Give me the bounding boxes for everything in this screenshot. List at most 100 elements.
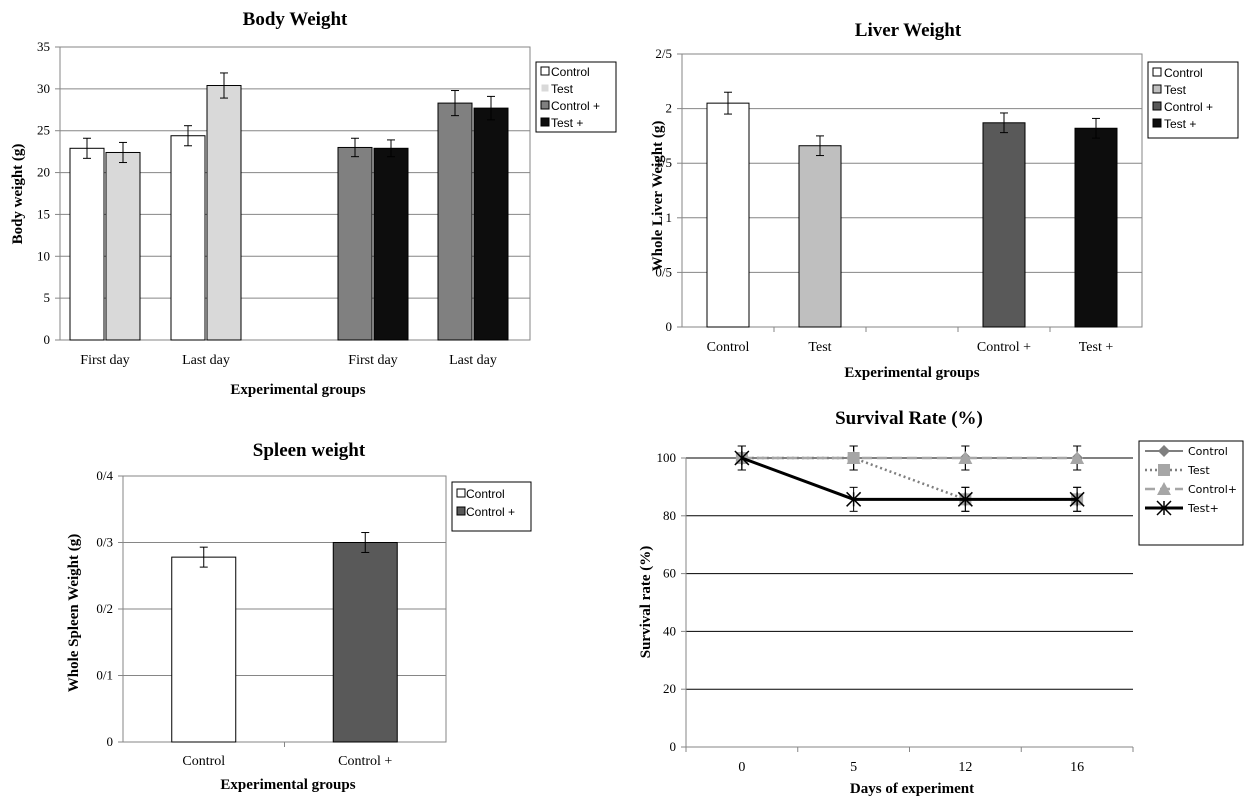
- liver-weight-legend-box: [1147, 61, 1239, 139]
- liver-weight-y-tick-label: 2: [666, 101, 673, 116]
- body-weight-y-tick-label: 20: [37, 165, 50, 180]
- liver-weight-y-tick-label: 1/5: [655, 155, 672, 170]
- body-weight-y-tick-label: 0: [44, 332, 51, 347]
- liver-weight-plot-frame: [681, 53, 1143, 328]
- liver-weight-legend-swatch: [1152, 101, 1162, 111]
- liver-weight-title: Liver Weight: [855, 20, 962, 41]
- liver-weight-y-tick-label: 0/5: [655, 264, 672, 279]
- survival-rate-y-tick-label: 80: [663, 508, 676, 523]
- liver-weight-legend-swatch: [1152, 67, 1162, 77]
- body-weight-y-tick-label: 25: [37, 123, 50, 138]
- body-weight-x-axis-label: Experimental groups: [230, 382, 365, 398]
- body-weight-x-tick-label: Last day: [449, 353, 497, 368]
- survival-rate-y-tick-label: 60: [663, 566, 676, 581]
- liver-weight-legend-label: Test: [1164, 83, 1187, 97]
- liver-weight-x-tick-label: Test: [808, 340, 831, 355]
- body-weight-y-tick-label: 10: [37, 248, 50, 263]
- body-weight-y-tick-label: 30: [37, 81, 50, 96]
- liver-weight-bar: [706, 102, 750, 328]
- spleen-weight-bar: [171, 556, 237, 743]
- body-weight-legend-label: Control +: [551, 99, 600, 113]
- spleen-weight-y-tick-label: 0/4: [96, 468, 113, 483]
- body-weight-bar: [206, 85, 242, 341]
- survival-rate-y-tick-label: 100: [657, 450, 677, 465]
- body-weight-x-tick-label: First day: [80, 353, 129, 368]
- survival-rate-legend-label: Test: [1187, 464, 1210, 477]
- survival-rate-y-tick-label: 40: [663, 623, 676, 638]
- spleen-weight-legend-swatch: [456, 506, 466, 516]
- liver-weight-x-tick-label: Control +: [977, 340, 1031, 355]
- body-weight-y-axis-label: Body weight (g): [10, 144, 26, 245]
- spleen-weight-x-tick-label: Control: [182, 754, 225, 769]
- spleen-weight-y-tick-label: 0/1: [96, 668, 113, 683]
- spleen-weight-y-axis-label: Whole Spleen Weight (g): [66, 534, 82, 692]
- survival-rate-legend-label: Control: [1188, 445, 1228, 458]
- body-weight-bar: [437, 102, 473, 341]
- body-weight-y-tick-label: 5: [44, 290, 51, 305]
- spleen-weight-legend-label: Control +: [466, 505, 515, 519]
- body-weight-y-tick-label: 15: [37, 206, 50, 221]
- survival-rate-legend-label: Control+: [1188, 483, 1237, 496]
- body-weight-bar: [373, 147, 409, 341]
- survival-rate-title: Survival Rate (%): [835, 408, 983, 429]
- body-weight-title: Body Weight: [243, 9, 348, 30]
- liver-weight-y-tick-label: 2/5: [655, 46, 672, 61]
- spleen-weight-legend-swatch: [456, 488, 466, 498]
- body-weight-bar: [69, 147, 105, 341]
- survival-rate-y-tick-label: 0: [670, 739, 677, 754]
- liver-weight-bar: [798, 145, 842, 328]
- survival-rate-legend-marker: [1158, 464, 1170, 476]
- liver-weight-legend-swatch: [1152, 84, 1162, 94]
- survival-rate-legend-marker: [1157, 482, 1171, 495]
- body-weight-legend-swatch: [540, 66, 550, 76]
- liver-weight-x-axis-label: Experimental groups: [844, 365, 979, 381]
- survival-rate-x-tick-label: 0: [738, 760, 745, 775]
- liver-weight-y-tick-label: 1: [666, 210, 673, 225]
- body-weight-legend-swatch: [540, 100, 550, 110]
- spleen-weight-y-tick-label: 0: [107, 734, 114, 749]
- survival-rate-legend-marker: [1158, 445, 1170, 457]
- spleen-weight-x-axis-label: Experimental groups: [220, 777, 355, 793]
- spleen-weight-title: Spleen weight: [253, 440, 366, 461]
- body-weight-bar: [105, 151, 141, 341]
- survival-rate-y-tick-label: 20: [663, 681, 676, 696]
- liver-weight-legend-label: Control +: [1164, 100, 1213, 114]
- body-weight-legend-swatch: [540, 117, 550, 127]
- survival-rate-x-tick-label: 16: [1070, 760, 1084, 775]
- spleen-weight-y-tick-label: 0/3: [96, 535, 113, 550]
- survival-rate-point: [846, 451, 861, 464]
- spleen-weight-y-tick-label: 0/2: [96, 601, 113, 616]
- body-weight-bar: [170, 135, 206, 341]
- liver-weight-bar: [982, 122, 1026, 328]
- survival-rate-x-axis-label: Days of experiment: [850, 781, 974, 797]
- spleen-weight-legend-label: Control: [466, 487, 505, 501]
- liver-weight-x-tick-label: Control: [707, 340, 750, 355]
- body-weight-bar: [473, 107, 509, 341]
- survival-rate-x-tick-label: 5: [850, 760, 857, 775]
- survival-rate-point: [1070, 451, 1085, 464]
- spleen-weight-x-tick-label: Control +: [338, 754, 392, 769]
- liver-weight-legend-label: Test +: [1164, 117, 1196, 131]
- body-weight-legend-label: Control: [551, 65, 590, 79]
- body-weight-legend-swatch: [540, 83, 550, 93]
- liver-weight-legend-swatch: [1152, 118, 1162, 128]
- liver-weight-x-tick-label: Test +: [1079, 340, 1114, 355]
- body-weight-y-tick-label: 35: [37, 39, 50, 54]
- liver-weight-legend-label: Control: [1164, 66, 1203, 80]
- liver-weight-bar: [1074, 127, 1118, 328]
- body-weight-x-tick-label: Last day: [182, 353, 230, 368]
- survival-rate-legend-label: Test+: [1187, 502, 1219, 515]
- survival-rate-x-tick-label: 12: [958, 760, 972, 775]
- survival-rate-point: [958, 451, 973, 464]
- survival-rate-y-axis-label: Survival rate (%): [638, 546, 654, 658]
- survival-rate-legend-box: [1138, 440, 1244, 546]
- liver-weight-y-tick-label: 0: [666, 319, 673, 334]
- body-weight-legend-label: Test: [551, 82, 574, 96]
- survival-rate-series-line: [741, 456, 1078, 501]
- body-weight-bar: [337, 146, 373, 341]
- body-weight-plot-frame: [59, 46, 531, 341]
- body-weight-legend-label: Test +: [551, 116, 583, 130]
- spleen-weight-bar: [332, 542, 398, 743]
- survival-rate-series-line: [741, 456, 1078, 501]
